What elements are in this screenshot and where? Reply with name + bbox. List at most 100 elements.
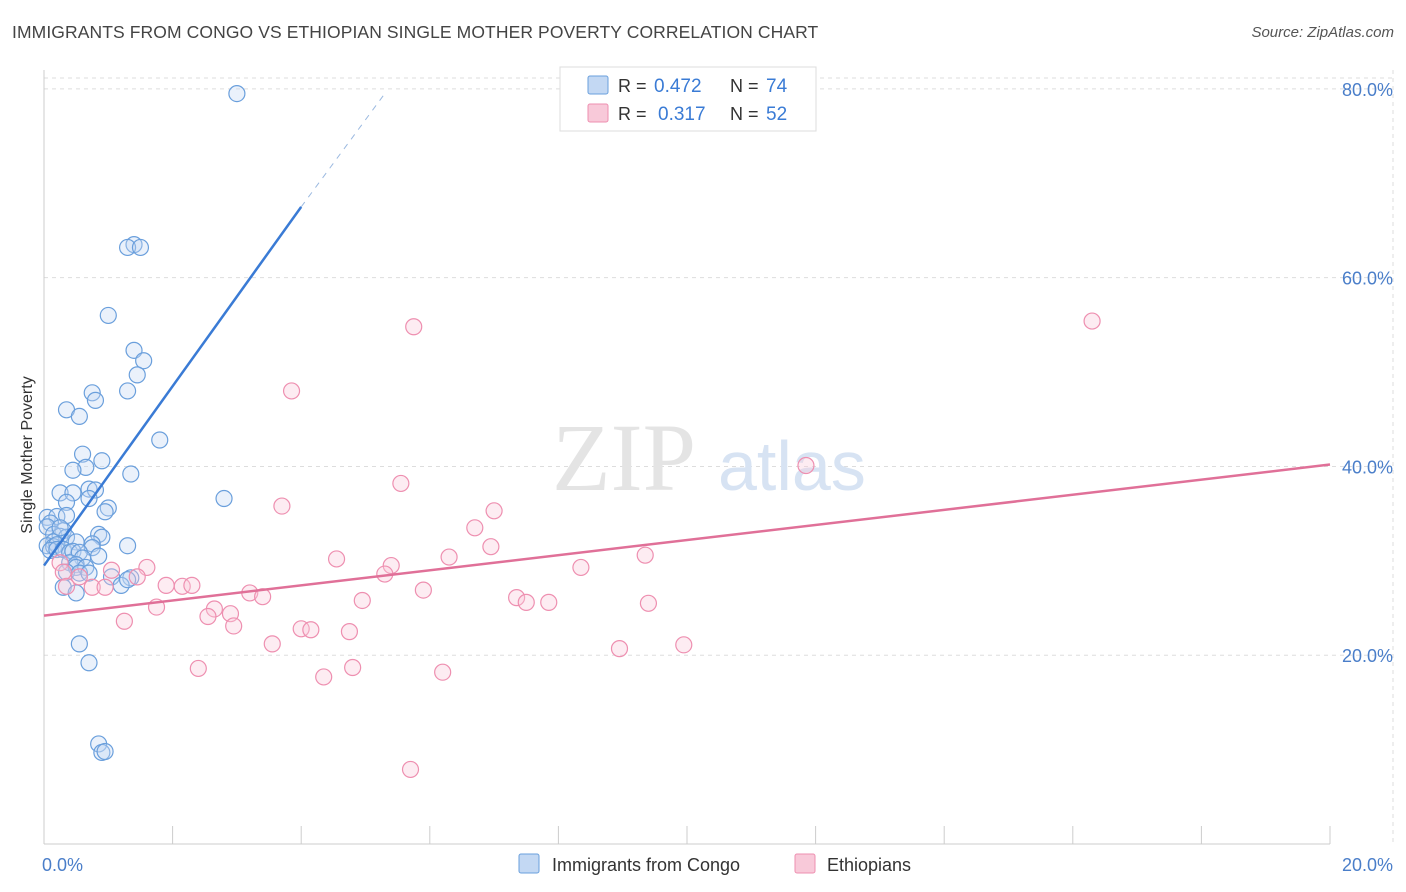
data-point-congo	[80, 489, 98, 508]
data-point-ethiopians	[183, 576, 201, 594]
data-point-ethiopians	[273, 497, 291, 515]
legend-n-value-congo: 74	[766, 76, 788, 97]
axes	[43, 70, 1331, 845]
data-point-congo	[93, 452, 111, 470]
series-legend-label-congo: Immigrants from Congo	[552, 855, 740, 875]
data-point-ethiopians	[327, 550, 346, 568]
legend-r-label-congo: R =	[618, 76, 647, 96]
data-point-congo	[70, 407, 88, 426]
x-tick-label: 20.0%	[1342, 855, 1393, 875]
x-tick-label: 0.0%	[42, 855, 83, 875]
data-point-ethiopians	[302, 621, 320, 639]
data-point-ethiopians	[636, 546, 654, 564]
series-legend-swatch-ethiopians	[794, 853, 816, 874]
data-point-congo	[118, 571, 137, 589]
data-point-congo	[67, 584, 85, 602]
series-legend-label-ethiopians: Ethiopians	[827, 855, 911, 875]
watermark-zip: ZIP	[552, 404, 696, 511]
data-point-ethiopians	[610, 640, 629, 658]
data-point-congo	[80, 480, 98, 498]
data-point-congo	[128, 366, 146, 384]
data-point-congo	[51, 484, 69, 502]
data-point-ethiopians	[51, 554, 69, 572]
watermark-atlas: atlas	[718, 427, 866, 505]
data-point-ethiopians	[96, 578, 114, 596]
data-point-congo	[215, 489, 233, 508]
trend-line-congo	[42, 206, 303, 567]
data-point-congo	[99, 306, 117, 325]
data-point-ethiopians	[639, 594, 658, 612]
data-point-ethiopians	[199, 607, 217, 626]
legend-n-value-ethiopians: 52	[766, 104, 787, 125]
data-point-congo	[122, 465, 140, 483]
data-point-ethiopians	[70, 568, 88, 586]
data-point-congo	[151, 431, 169, 449]
legend-swatch-ethiopians	[587, 103, 609, 123]
data-point-ethiopians	[440, 548, 458, 566]
data-point-congo	[90, 547, 108, 565]
data-point-congo	[131, 238, 150, 257]
data-point-ethiopians	[675, 636, 693, 654]
legend-r-value-ethiopians: 0.317	[658, 104, 706, 125]
legend-n-label-congo: N =	[730, 76, 759, 96]
data-point-ethiopians	[344, 658, 362, 677]
data-point-ethiopians	[517, 593, 535, 611]
data-point-ethiopians	[282, 382, 301, 400]
data-point-ethiopians	[83, 578, 101, 596]
source-label: Source: ZipAtlas.com	[1251, 24, 1394, 41]
legend-swatch-congo	[587, 75, 609, 95]
data-point-ethiopians	[540, 593, 558, 611]
data-point-ethiopians	[54, 563, 72, 581]
data-point-ethiopians	[572, 558, 590, 577]
data-point-ethiopians	[797, 456, 815, 475]
data-point-ethiopians	[157, 576, 175, 594]
data-point-congo	[70, 635, 88, 653]
data-point-ethiopians	[485, 502, 503, 520]
data-point-ethiopians	[466, 519, 484, 537]
data-point-congo	[73, 445, 92, 463]
legend-r-value-congo: 0.472	[654, 76, 702, 97]
data-point-ethiopians	[225, 617, 243, 635]
y-tick-label: 80.0%	[1342, 80, 1393, 100]
data-point-ethiopians	[392, 474, 410, 493]
data-point-ethiopians	[414, 581, 432, 599]
data-point-congo	[64, 542, 82, 560]
data-point-congo	[57, 493, 76, 511]
data-point-congo	[80, 654, 98, 672]
data-point-ethiopians	[482, 538, 500, 556]
series-legend: Immigrants from Congo Ethiopians	[518, 853, 911, 875]
data-point-congo	[51, 519, 69, 537]
data-point-congo	[86, 391, 105, 409]
data-point-ethiopians	[1083, 312, 1101, 330]
legend-n-label-ethiopians: N =	[730, 104, 759, 124]
data-point-congo	[118, 238, 137, 257]
data-point-congo	[96, 503, 114, 521]
data-point-ethiopians	[434, 663, 452, 681]
data-point-ethiopians	[128, 568, 146, 586]
trend-line-ethiopians	[43, 463, 1331, 617]
data-point-congo	[77, 458, 95, 476]
data-point-ethiopians	[263, 635, 281, 653]
stats-legend: R = 0.472 N = 74 R = 0.317 N = 52	[559, 66, 817, 132]
data-point-congo	[118, 537, 137, 555]
data-point-congo	[80, 564, 98, 582]
data-point-ethiopians	[57, 577, 76, 595]
data-point-congo	[96, 742, 114, 761]
data-point-ethiopians	[189, 659, 207, 678]
data-point-ethiopians	[340, 623, 359, 641]
data-point-ethiopians	[315, 668, 333, 686]
watermark: ZIP atlas	[552, 404, 866, 511]
series-legend-swatch-congo	[518, 853, 540, 874]
data-point-congo	[86, 481, 105, 499]
data-point-ethiopians	[508, 589, 526, 607]
chart-title: IMMIGRANTS FROM CONGO VS ETHIOPIAN SINGL…	[12, 22, 819, 42]
data-point-congo	[118, 382, 137, 400]
data-point-ethiopians	[405, 318, 423, 336]
data-point-congo	[135, 352, 153, 370]
data-point-ethiopians	[401, 760, 420, 779]
legend-r-label-ethiopians: R =	[618, 104, 647, 124]
data-point-congo	[64, 461, 82, 479]
trend-line-congo-extension	[300, 93, 386, 208]
tick-labels: 20.0% 40.0% 60.0% 80.0% 0.0% 20.0%	[42, 80, 1393, 875]
